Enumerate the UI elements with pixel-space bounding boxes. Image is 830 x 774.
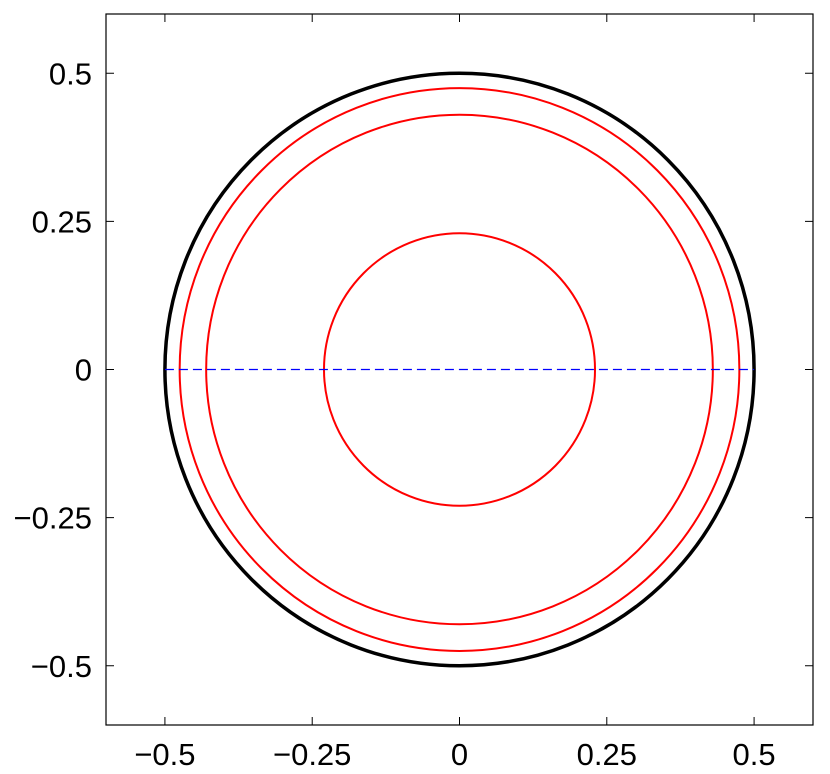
- x-tick-label: −0.25: [273, 737, 351, 772]
- x-tick-label: 0.5: [733, 737, 776, 772]
- y-tick-label: 0: [75, 353, 92, 388]
- y-tick-label: 0.5: [49, 56, 92, 91]
- circle: [163, 71, 756, 668]
- x-tick-label: 0: [451, 737, 468, 772]
- x-tick-label: 0.25: [577, 737, 637, 772]
- y-tick-label: −0.25: [14, 501, 92, 536]
- y-tick-label: −0.5: [31, 649, 92, 684]
- x-tick-label: −0.5: [134, 737, 195, 772]
- y-tick-label: 0.25: [32, 204, 92, 239]
